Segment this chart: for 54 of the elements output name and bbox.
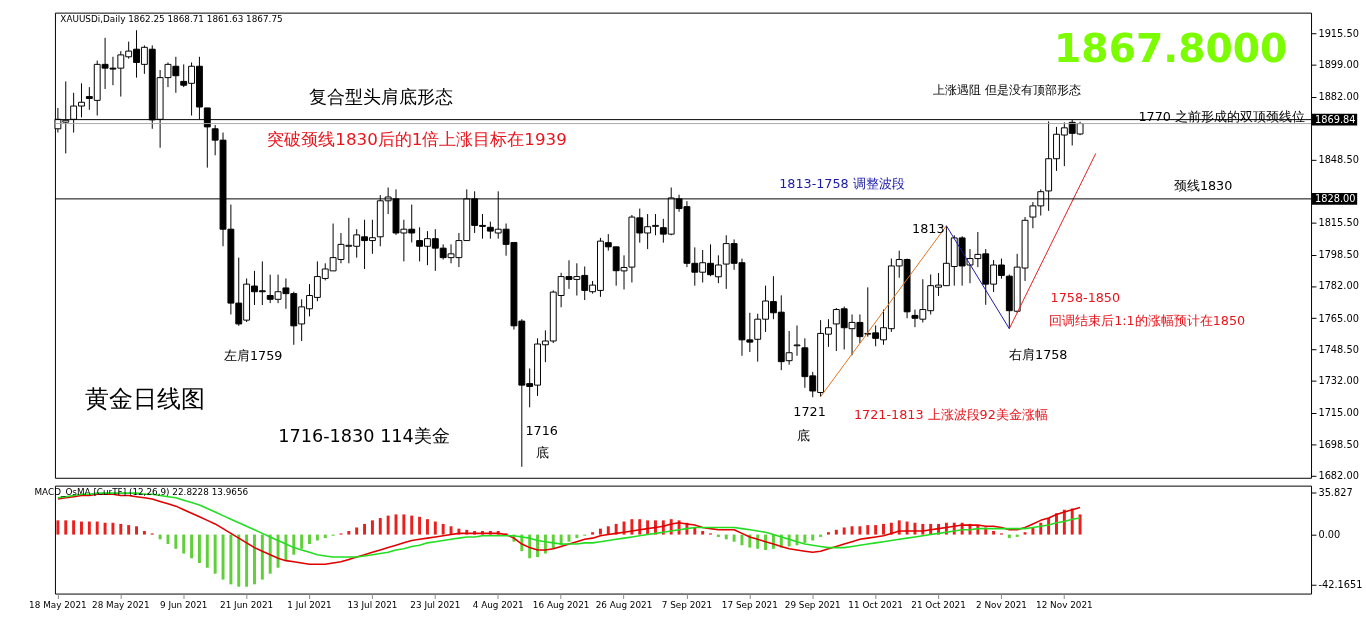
x-tick-label: 29 Sep 2021: [784, 599, 841, 610]
x-tick-label: 12 Nov 2021: [1036, 599, 1093, 610]
ref-line-label: 1869.84: [1314, 113, 1356, 125]
annotation: 1716: [525, 422, 558, 438]
annotation: 1721-1813 上涨波段92美金涨幅: [854, 406, 1048, 422]
annotation: 颈线1830: [1173, 178, 1233, 194]
x-tick-label: 13 Jul 2021: [347, 599, 398, 610]
y-tick-label: 0.00: [1318, 529, 1341, 541]
x-tick-label: 4 Aug 2021: [472, 599, 524, 610]
x-tick-label: 2 Nov 2021: [975, 599, 1027, 610]
x-tick-label: 21 Oct 2021: [911, 599, 966, 610]
x-tick-label: 16 Aug 2021: [532, 599, 590, 610]
y-tick-label: 1798.50: [1318, 249, 1359, 261]
x-tick-label: 17 Sep 2021: [721, 599, 778, 610]
y-tick-label: 1765.00: [1318, 312, 1359, 324]
y-tick-label: 1882.00: [1318, 91, 1359, 103]
annotation: 1813: [912, 221, 945, 237]
ref-line-label: 1828.00: [1314, 192, 1356, 204]
x-tick-label: 28 May 2021: [92, 599, 150, 610]
x-tick-label: 7 Sep 2021: [661, 599, 713, 610]
annotation: 底: [797, 428, 811, 444]
y-tick-label: 1899.00: [1318, 58, 1359, 70]
annotation: 回调结束后1:1的涨幅预计在1850: [1049, 312, 1246, 328]
y-tick-label: 1682.00: [1318, 469, 1359, 481]
x-tick-label: 23 Jul 2021: [410, 599, 461, 610]
annotation: 上涨遇阻 但是没有顶部形态: [932, 83, 1081, 98]
annotation: 1813-1758 调整波段: [779, 176, 905, 192]
annotation: 右肩1758: [1009, 347, 1068, 363]
annotation: 1716-1830 114美金: [278, 426, 450, 447]
x-tick-label: 26 Aug 2021: [595, 599, 653, 610]
y-tick-label: 1915.50: [1318, 27, 1359, 39]
chart-title: XAUUSDi,Daily 1862.25 1868.71 1861.63 1867.75: [60, 14, 283, 25]
annotation: 黄金日线图: [85, 385, 206, 414]
y-tick-label: 1698.50: [1318, 438, 1359, 450]
y-tick-label: 1732.00: [1318, 375, 1359, 387]
x-tick-label: 11 Oct 2021: [848, 599, 903, 610]
y-tick-label: 1848.50: [1318, 154, 1359, 166]
annotation: 复合型头肩底形态: [308, 86, 453, 107]
y-tick-label: 1748.50: [1318, 343, 1359, 355]
y-tick-label: 1815.50: [1318, 217, 1359, 229]
x-tick-label: 21 Jun 2021: [220, 599, 274, 610]
y-tick-label: 1715.00: [1318, 407, 1359, 419]
annotation: 1867.8000: [1054, 25, 1288, 71]
annotation: 底: [536, 445, 550, 461]
y-tick-label: 1782.00: [1318, 280, 1359, 292]
annotation: 突破颈线1830后的1倍上涨目标在1939: [267, 130, 567, 150]
annotation: 左肩1759: [223, 348, 283, 364]
y-tick-label: 35.827: [1318, 486, 1353, 498]
x-tick-label: 18 May 2021: [29, 599, 87, 610]
annotation: 1758-1850: [1050, 290, 1121, 306]
x-tick-label: 1 Jul 2021: [287, 599, 332, 610]
x-tick-label: 9 Jun 2021: [159, 599, 208, 610]
annotation: 1721: [793, 403, 826, 419]
y-tick-label: -42.1651: [1318, 578, 1363, 590]
